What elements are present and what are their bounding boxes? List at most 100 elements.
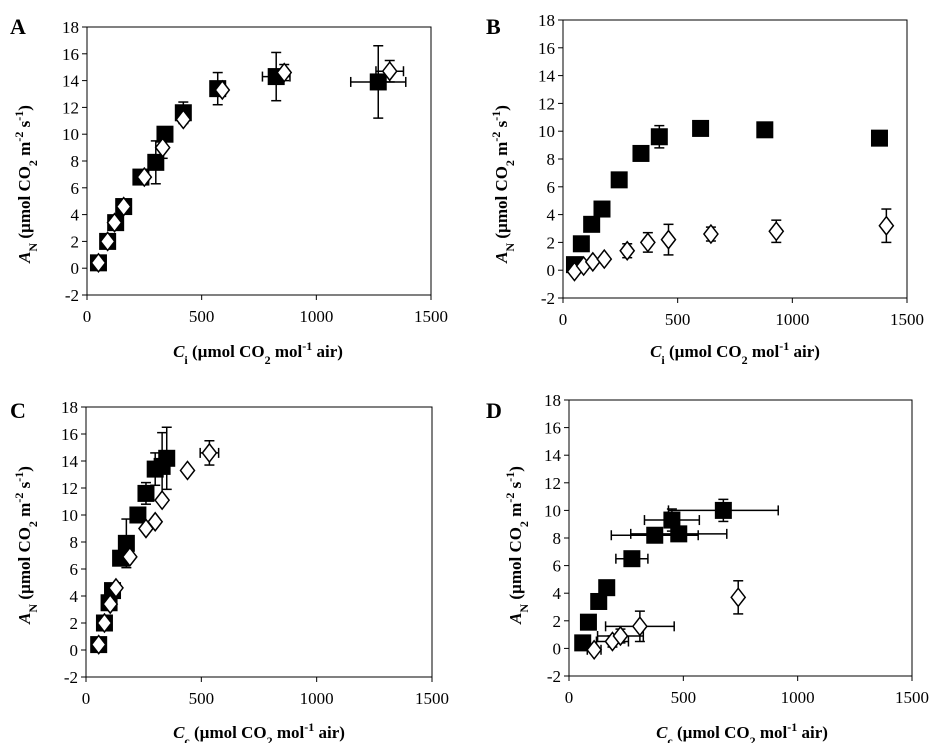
data-point-diamond xyxy=(878,215,895,236)
y-tick-label: 12 xyxy=(544,474,561,493)
data-point-diamond xyxy=(276,62,293,83)
y-tick-label: 0 xyxy=(71,259,80,278)
panel-label: C xyxy=(10,398,26,423)
y-tick-label: 8 xyxy=(70,533,79,552)
data-point-square xyxy=(147,153,165,171)
data-point-square xyxy=(158,449,176,467)
panel-label: B xyxy=(486,14,501,39)
panel-c: C AN (µmol CO2 m-2 s-1) Cc (µmol CO2 mol… xyxy=(10,398,449,743)
data-point-diamond xyxy=(596,248,613,270)
y-tick-label: 0 xyxy=(553,639,562,658)
y-tick-label: 6 xyxy=(553,557,562,576)
data-point-diamond xyxy=(179,460,196,481)
svg-text:AN (µmol CO2 m-2 s-1): AN (µmol CO2 m-2 s-1) xyxy=(503,466,531,625)
data-point-square xyxy=(870,129,888,147)
data-point-diamond xyxy=(586,639,603,661)
x-tick-label: 0 xyxy=(559,310,568,329)
plot-frame xyxy=(86,26,432,296)
data-point-diamond xyxy=(90,634,107,655)
x-axis-label: Cc (µmol CO2 mol-1 air) xyxy=(173,720,345,743)
data-point-diamond xyxy=(201,442,218,464)
data-point-diamond xyxy=(99,231,116,252)
data-point-diamond xyxy=(154,137,171,158)
panel-b: B AN (µmol CO2 m-2 s-1) Ci (µmol CO2 mol… xyxy=(486,11,924,367)
x-tick-label: 0 xyxy=(565,688,574,707)
data-point-diamond xyxy=(108,577,124,599)
y-tick-label: 10 xyxy=(538,122,555,141)
x-tick-label: 1000 xyxy=(775,310,809,329)
y-tick-label: 8 xyxy=(553,529,562,548)
data-point-square xyxy=(156,125,174,143)
data-point-square xyxy=(583,215,601,233)
x-tick-label: 500 xyxy=(665,310,691,329)
data-point-diamond xyxy=(660,229,677,250)
y-tick-label: 10 xyxy=(62,125,79,144)
y-tick-label: 18 xyxy=(544,391,561,410)
x-tick-label: 0 xyxy=(83,307,92,326)
data-point-diamond xyxy=(631,616,648,637)
y-tick-label: 8 xyxy=(71,152,80,171)
y-tick-label: -2 xyxy=(65,286,79,305)
panel-label: A xyxy=(10,14,26,39)
y-tick-label: -2 xyxy=(547,667,561,686)
y-tick-label: 18 xyxy=(61,398,78,417)
data-point-square xyxy=(117,534,135,552)
data-point-diamond xyxy=(175,109,192,130)
x-tick-label: 500 xyxy=(671,688,697,707)
data-point-diamond xyxy=(106,212,123,233)
x-tick-label: 1000 xyxy=(299,307,333,326)
y-axis-label: AN (µmol CO2 m-2 s-1) xyxy=(503,466,531,625)
x-tick-label: 1000 xyxy=(300,689,334,708)
y-tick-label: 16 xyxy=(62,45,79,64)
y-tick-label: 6 xyxy=(71,179,80,198)
x-axis-label: Ci (µmol CO2 mol-1 air) xyxy=(650,339,820,367)
data-point-diamond xyxy=(214,79,231,101)
y-tick-label: 2 xyxy=(70,614,79,633)
y-axis-label: AN (µmol CO2 m-2 s-1) xyxy=(12,105,40,264)
y-axis-label: AN (µmol CO2 m-2 s-1) xyxy=(489,105,517,264)
svg-text:AN (µmol CO2 m-2 s-1): AN (µmol CO2 m-2 s-1) xyxy=(489,105,517,264)
data-point-square xyxy=(756,121,774,139)
x-tick-label: 1500 xyxy=(415,689,449,708)
data-point-diamond xyxy=(90,252,107,274)
data-point-square xyxy=(129,506,147,524)
y-tick-label: 2 xyxy=(553,612,562,631)
data-point-diamond xyxy=(121,546,138,568)
y-tick-label: 6 xyxy=(70,560,79,579)
data-point-diamond xyxy=(147,511,164,532)
data-point-diamond xyxy=(768,221,785,242)
y-tick-label: 10 xyxy=(61,506,78,525)
data-point-diamond xyxy=(381,60,398,82)
data-point-diamond xyxy=(154,489,171,511)
y-tick-label: 16 xyxy=(538,39,555,58)
x-tick-label: 1500 xyxy=(895,688,929,707)
y-tick-label: 4 xyxy=(71,206,80,225)
panel-a: A AN (µmol CO2 m-2 s-1) Ci (µmol CO2 mol… xyxy=(10,14,448,367)
data-point-square xyxy=(593,200,611,218)
y-axis-label: AN (µmol CO2 m-2 s-1) xyxy=(12,466,40,625)
y-tick-label: 4 xyxy=(70,587,79,606)
y-tick-label: 16 xyxy=(61,425,78,444)
y-tick-label: 4 xyxy=(553,584,562,603)
data-point-diamond xyxy=(96,612,113,634)
y-tick-label: 12 xyxy=(61,479,78,498)
panel-label: D xyxy=(486,398,502,423)
data-point-diamond xyxy=(136,166,153,188)
y-tick-label: 14 xyxy=(61,452,79,471)
x-tick-label: 500 xyxy=(189,689,215,708)
x-tick-label: 1500 xyxy=(414,307,448,326)
y-tick-label: 2 xyxy=(547,233,556,252)
x-tick-label: 0 xyxy=(82,689,91,708)
data-point-square xyxy=(650,128,668,146)
y-tick-label: 0 xyxy=(70,641,79,660)
y-tick-label: 12 xyxy=(62,98,79,117)
y-tick-label: 4 xyxy=(547,206,556,225)
x-axis-label: Ci (µmol CO2 mol-1 air) xyxy=(173,339,343,367)
y-tick-label: 14 xyxy=(544,446,562,465)
plot-frame xyxy=(562,19,908,299)
y-tick-label: 6 xyxy=(547,178,556,197)
